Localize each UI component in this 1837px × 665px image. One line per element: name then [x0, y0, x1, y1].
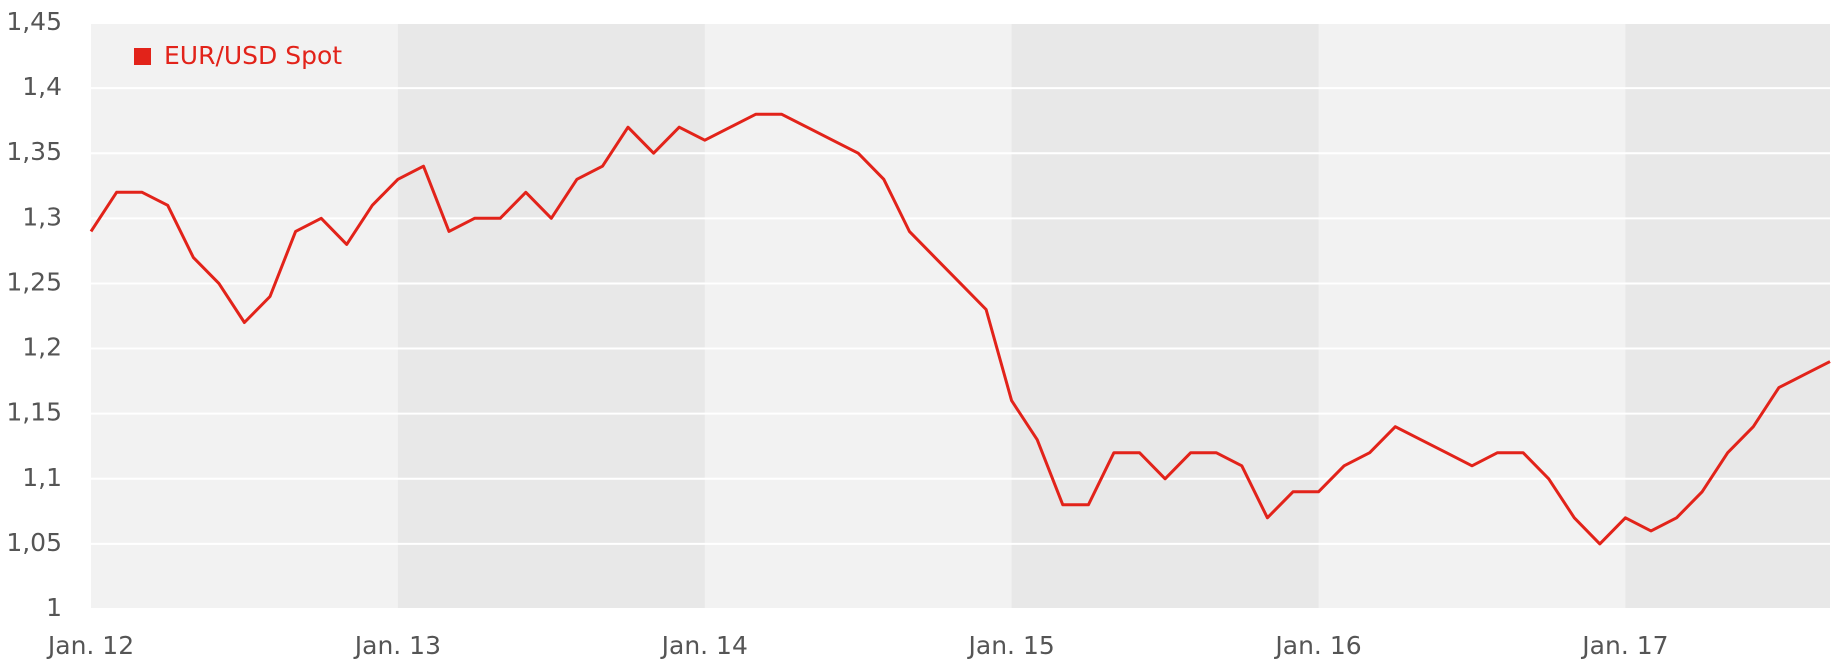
y-tick-label: 1,45: [6, 7, 62, 36]
y-tick-label: 1: [46, 593, 62, 622]
x-tick-label: Jan. 17: [1580, 631, 1668, 660]
y-tick-label: 1,1: [22, 463, 62, 492]
plot-background: [91, 23, 1830, 609]
line-series: [89, 112, 1831, 546]
y-tick-label: 1,4: [22, 72, 62, 101]
y-tick-label: 1,3: [22, 202, 62, 231]
y-tick-label: 1,25: [6, 267, 62, 296]
x-tick-label: Jan. 13: [353, 631, 441, 660]
y-tick-label: 1,2: [22, 333, 62, 362]
year-band: [397, 23, 705, 609]
year-band: [1011, 23, 1319, 609]
x-tick-label: Jan. 15: [967, 631, 1055, 660]
year-band: [1625, 23, 1830, 609]
x-tick-label: Jan. 12: [46, 631, 134, 660]
y-tick-label: 1,15: [6, 398, 62, 427]
x-tick-label: Jan. 14: [660, 631, 748, 660]
legend-swatch: [134, 48, 151, 65]
y-tick-label: 1,05: [6, 528, 62, 557]
x-tick-label: Jan. 16: [1273, 631, 1361, 660]
legend-label: EUR/USD Spot: [164, 41, 342, 70]
y-tick-label: 1,35: [6, 137, 62, 166]
